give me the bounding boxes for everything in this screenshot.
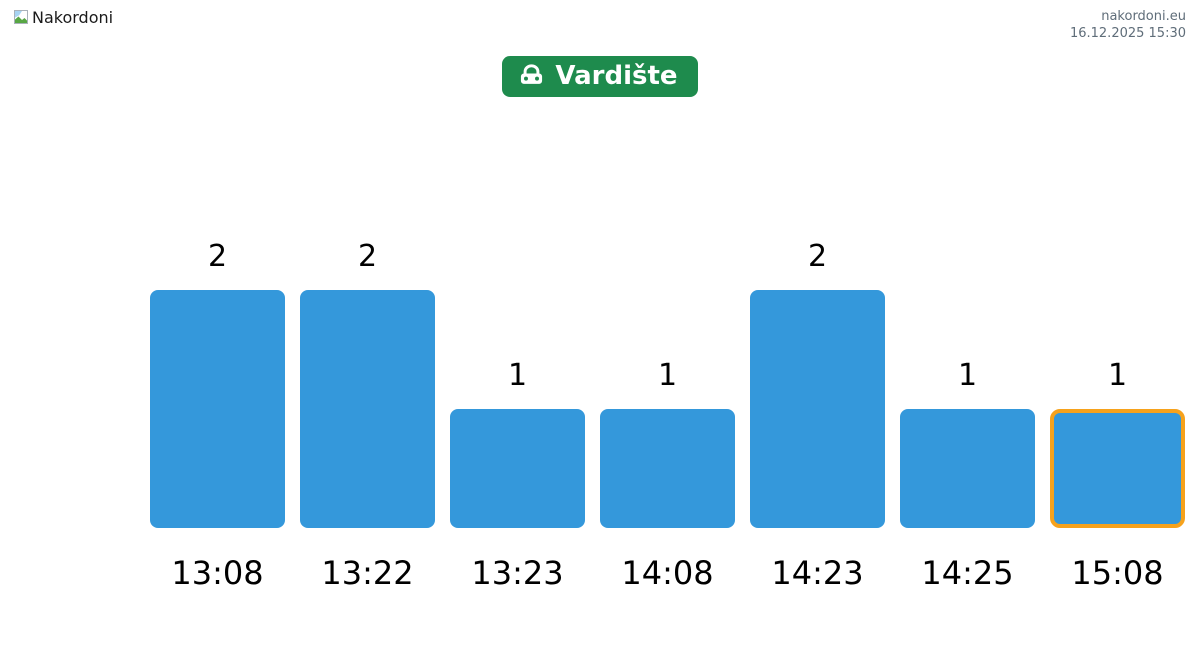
bar-value-label: 1 — [957, 358, 978, 393]
station-button[interactable]: Vardište — [502, 56, 698, 97]
x-axis-label: 14:23 — [771, 554, 864, 592]
bar — [750, 290, 885, 528]
chart-columns: 2 2 1 1 2 1 1 — [0, 230, 1200, 528]
title-row: Vardište — [0, 56, 1200, 97]
bar — [300, 290, 435, 528]
header-info: nakordoni.eu 16.12.2025 15:30 — [1070, 8, 1186, 42]
x-axis-label: 15:08 — [1071, 554, 1164, 592]
x-axis-label: 13:22 — [321, 554, 414, 592]
chart-column: 1 — [900, 358, 1035, 528]
bar-value-label: 1 — [507, 358, 528, 393]
x-axis-labels: 13:08 13:22 13:23 14:08 14:23 14:25 15:08 — [0, 554, 1200, 592]
x-axis-label: 13:08 — [171, 554, 264, 592]
site-logo[interactable]: Nakordoni — [13, 8, 113, 27]
bar-value-label: 2 — [807, 239, 828, 274]
bar-highlighted — [1050, 409, 1185, 528]
x-axis-label: 14:08 — [621, 554, 714, 592]
bar-value-label: 1 — [1107, 358, 1128, 393]
chart-column: 2 — [150, 239, 285, 528]
chart-column: 1 — [600, 358, 735, 528]
station-button-label: Vardište — [555, 60, 678, 91]
header: Nakordoni nakordoni.eu 16.12.2025 15:30 — [0, 0, 1200, 42]
bar-value-label: 1 — [657, 358, 678, 393]
bar — [150, 290, 285, 528]
site-logo-alt-text: Nakordoni — [32, 8, 114, 27]
bar — [600, 409, 735, 528]
chart-column: 2 — [300, 239, 435, 528]
x-axis-label: 14:25 — [921, 554, 1014, 592]
chart-column: 2 — [750, 239, 885, 528]
car-front-icon — [518, 62, 545, 89]
bar-value-label: 2 — [207, 239, 228, 274]
report-timestamp: 16.12.2025 15:30 — [1069, 26, 1186, 41]
site-domain: nakordoni.eu — [1101, 9, 1186, 24]
bar — [900, 409, 1035, 528]
x-axis-label: 13:23 — [471, 554, 564, 592]
bar-value-label: 2 — [357, 239, 378, 274]
bar — [450, 409, 585, 528]
chart-column: 1 — [1050, 358, 1185, 528]
chart-column: 1 — [450, 358, 585, 528]
broken-image-icon — [13, 9, 31, 27]
